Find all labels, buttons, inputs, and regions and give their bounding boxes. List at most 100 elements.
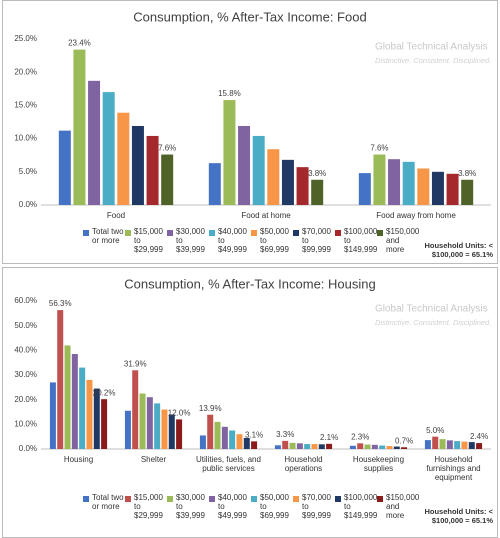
legend-label: $150,000 and more: [386, 493, 420, 520]
bar: [364, 444, 371, 449]
x-tick-label: Housing: [63, 455, 94, 464]
legend-swatch: [293, 496, 299, 502]
value-label: 23.4%: [68, 39, 91, 48]
legend-label: $40,000 to $49,999: [218, 493, 247, 520]
bar: [371, 444, 378, 449]
legend-swatch: [293, 230, 299, 236]
value-label: 3.8%: [458, 169, 476, 178]
value-label: 3.1%: [245, 430, 263, 439]
bar: [417, 168, 430, 205]
watermark-tagline: Distinctive. Consistent. Disciplined.: [375, 56, 491, 65]
bar: [373, 154, 386, 205]
bar: [267, 149, 280, 205]
bar: [229, 430, 236, 449]
legend-label: $15,000 to $29,999: [134, 227, 163, 254]
legend-label: $70,000 to $99,999: [302, 493, 331, 520]
bar: [289, 442, 296, 449]
y-tick-label: 20.0%: [14, 67, 37, 76]
bar: [252, 135, 265, 205]
x-tick-label: Food away from home: [376, 211, 456, 220]
bar: [124, 410, 131, 449]
bar: [446, 440, 453, 449]
bar: [57, 310, 64, 449]
legend-swatch: [83, 496, 89, 502]
y-tick-label: 10.0%: [14, 419, 37, 428]
bar: [139, 393, 146, 449]
legend-label: $15,000 to $29,999: [134, 493, 163, 520]
legend-label: Total two or more: [92, 227, 124, 245]
value-label: 3.8%: [308, 169, 326, 178]
watermark-tagline: Distinctive. Consistent. Disciplined.: [375, 318, 491, 327]
chart: Global Technical Analysis Distinctive. Co…: [14, 276, 491, 502]
value-label: 15.8%: [218, 89, 241, 98]
value-label: 5.0%: [426, 426, 444, 435]
legend-swatch: [125, 496, 131, 502]
bar: [102, 92, 115, 205]
bar: [468, 442, 475, 449]
bar: [71, 354, 78, 449]
bar: [393, 446, 400, 449]
watermark-title: Global Technical Analysis: [375, 42, 488, 53]
bar: [349, 445, 356, 449]
legend-swatch: [125, 230, 131, 236]
legend-swatch: [167, 230, 173, 236]
x-tick-label: Food: [106, 211, 126, 220]
legend-label: $70,000 to $99,999: [302, 227, 331, 254]
legend-swatch: [251, 230, 257, 236]
bar: [238, 125, 251, 205]
bar: [454, 441, 461, 449]
bar: [214, 421, 221, 449]
bar: [86, 379, 93, 449]
y-tick-label: 10.0%: [14, 134, 37, 143]
legend-label: Total two or more: [92, 493, 124, 511]
bar: [311, 444, 318, 449]
bar: [49, 382, 56, 449]
bar: [386, 446, 393, 449]
bar: [424, 440, 431, 449]
bar: [161, 154, 174, 205]
y-tick-label: 15.0%: [14, 101, 37, 110]
y-tick-label: 0.0%: [19, 444, 37, 453]
value-label: 2.3%: [351, 432, 369, 441]
value-label: 7.6%: [370, 144, 388, 153]
bar: [401, 447, 408, 449]
bar: [146, 135, 159, 205]
bar: [282, 440, 289, 449]
bar: [88, 80, 101, 205]
annotation: Household Units: < $100,000 = 65.1%: [424, 241, 493, 259]
bar: [223, 100, 236, 205]
value-label: 7.6%: [158, 144, 176, 153]
legend-swatch: [167, 496, 173, 502]
bar: [208, 163, 221, 205]
bar: [64, 345, 71, 449]
legend-swatch: [251, 496, 257, 502]
chart: Global Technical Analysis Distinctive. Co…: [14, 9, 491, 236]
bar: [101, 399, 108, 449]
y-tick-label: 5.0%: [19, 167, 37, 176]
y-tick-label: 60.0%: [14, 296, 37, 305]
bar: [296, 167, 309, 205]
value-label: 0.7%: [395, 436, 413, 445]
legend-label: $100,000 to $149,999: [344, 493, 378, 520]
chart-panel: Global Technical Analysis Distinctive. Co…: [2, 267, 498, 538]
legend-swatch: [377, 230, 383, 236]
bar: [251, 441, 258, 449]
bar: [318, 444, 325, 449]
bar: [304, 444, 311, 449]
x-tick-label: Household operations: [284, 455, 323, 473]
legend-label: $40,000 to $49,999: [218, 227, 247, 254]
bar: [236, 434, 243, 449]
value-label: 31.9%: [124, 359, 147, 368]
value-label: 13.9%: [199, 404, 222, 413]
legend-label: $50,000 to $69,999: [260, 493, 289, 520]
y-tick-label: 0.0%: [19, 200, 37, 209]
bar: [199, 435, 206, 449]
bar: [476, 443, 483, 449]
y-tick-label: 25.0%: [14, 34, 37, 43]
chart-title: Consumption, % After-Tax Income: Food: [133, 9, 366, 24]
bar: [311, 179, 324, 205]
value-label: 2.1%: [320, 433, 338, 442]
y-tick-label: 40.0%: [14, 345, 37, 354]
bar: [446, 173, 459, 205]
